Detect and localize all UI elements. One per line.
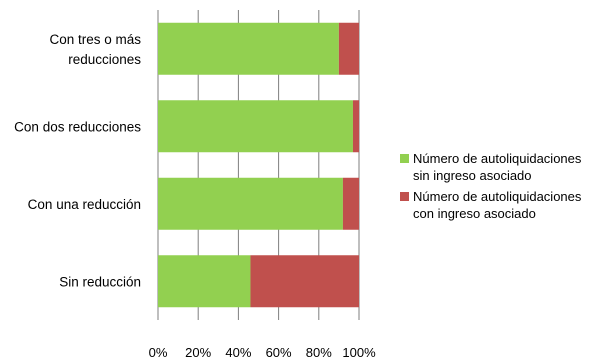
bar-segment-sin-ingreso <box>158 100 353 153</box>
x-tick-label: 80% <box>306 345 332 358</box>
bar-segment-con-ingreso <box>250 255 359 308</box>
bar-segment-sin-ingreso <box>158 177 343 230</box>
legend-label-con-ingreso: Número de autoliquidaciones con ingreso … <box>413 189 582 221</box>
legend-label-sin-ingreso: Número de autoliquidaciones sin ingreso … <box>413 151 582 183</box>
x-tick-label: 40% <box>225 345 251 358</box>
bar-segment-con-ingreso <box>338 22 359 75</box>
legend-item-con-ingreso: Número de autoliquidaciones con ingreso … <box>400 188 600 222</box>
x-tick-labels: 0% 20% 40% 60% 80% 100% <box>149 345 376 358</box>
bar-segment-con-ingreso <box>352 100 359 153</box>
bar-segment-sin-ingreso <box>158 255 251 308</box>
category-label: Sin reducción <box>59 274 141 289</box>
bars <box>158 22 359 308</box>
x-tick-label: 20% <box>185 345 211 358</box>
bar-segment-sin-ingreso <box>158 22 339 75</box>
category-label: Con una reducción <box>28 197 141 212</box>
x-tick-label: 0% <box>149 345 168 358</box>
legend: Número de autoliquidaciones sin ingreso … <box>400 150 600 226</box>
legend-swatch-con-ingreso <box>400 192 409 201</box>
x-tick-label: 60% <box>266 345 292 358</box>
category-label: Con dos reducciones <box>14 119 141 134</box>
category-labels: Con tres o más reducciones Con dos reducci… <box>14 32 141 290</box>
bar-segment-con-ingreso <box>342 177 359 230</box>
category-label: Con tres o más reducciones <box>49 32 141 67</box>
legend-item-sin-ingreso: Número de autoliquidaciones sin ingreso … <box>400 150 600 184</box>
legend-swatch-sin-ingreso <box>400 154 409 163</box>
x-tick-label: 100% <box>342 345 376 358</box>
